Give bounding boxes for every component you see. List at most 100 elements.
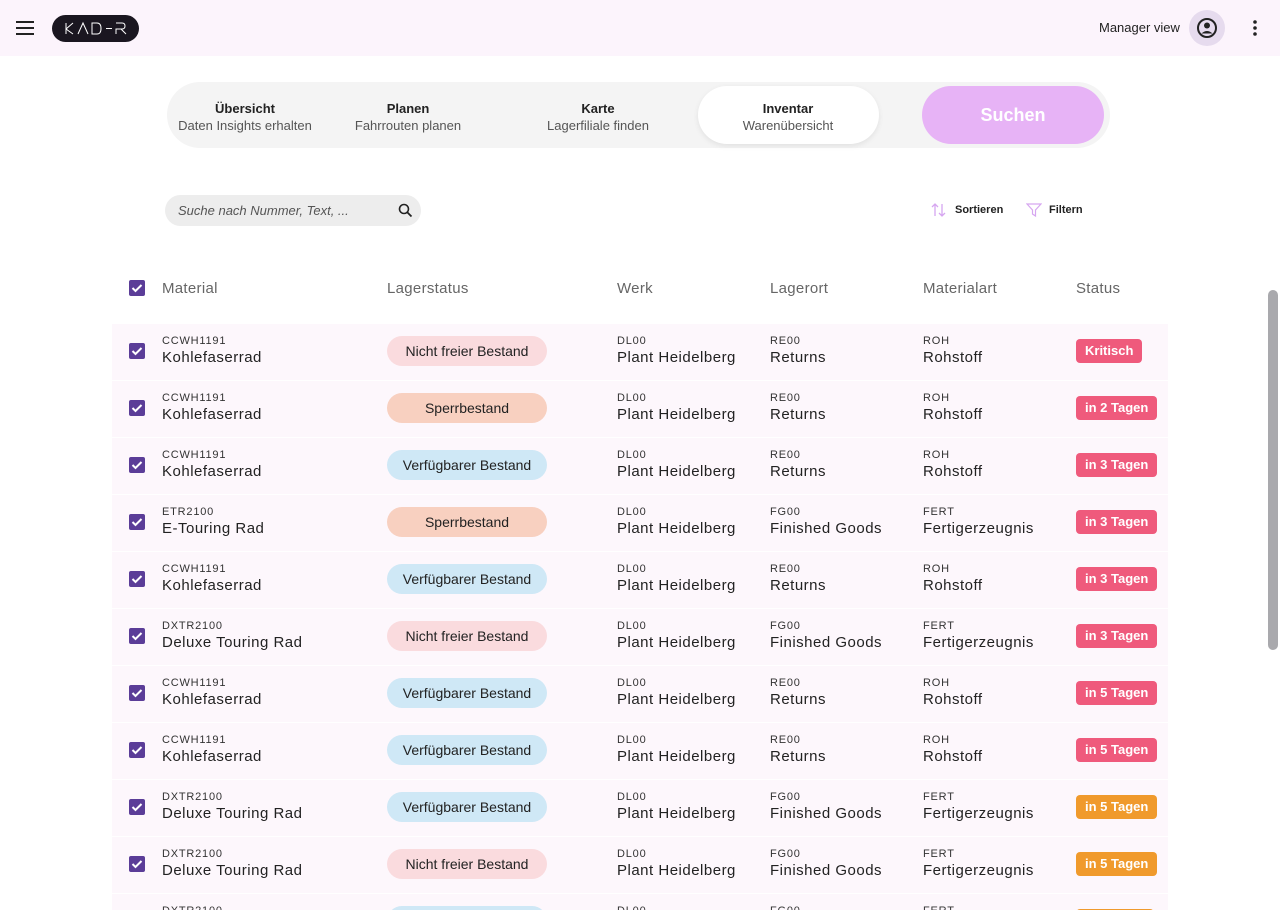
tab-subtitle: Fahrrouten planen xyxy=(354,118,462,133)
table-row[interactable] xyxy=(112,381,1168,437)
checkbox[interactable] xyxy=(129,280,145,296)
active-tab[interactable] xyxy=(698,86,879,144)
status-badge: in 3 Tagen xyxy=(1076,624,1158,648)
column-header[interactable]: Werk xyxy=(617,280,653,297)
column-header[interactable]: Materialart xyxy=(923,280,998,297)
status-badge: in 5 Tagen xyxy=(1076,738,1158,762)
checkbox[interactable] xyxy=(129,514,145,530)
filter-action[interactable]: Filtern xyxy=(1049,204,1083,216)
filter-icon[interactable] xyxy=(1026,202,1042,218)
cell-code: ROH xyxy=(923,335,950,347)
cell-code: ROH xyxy=(923,449,950,461)
scrollbar[interactable] xyxy=(1268,290,1278,650)
search-box[interactable] xyxy=(165,195,421,226)
stock-pill: Verfügbarer Bestand xyxy=(387,735,547,765)
cell-text: Fertigerzeugnis xyxy=(923,634,1034,651)
checkbox[interactable] xyxy=(129,856,145,872)
cell-text: Rohstoff xyxy=(923,577,983,594)
cell-code: DXTR2100 xyxy=(162,848,223,860)
cell-text: Kohlefaserrad xyxy=(162,349,262,366)
tab-title[interactable]: Planen xyxy=(386,101,430,116)
status-badge: in 3 Tagen xyxy=(1076,510,1158,534)
cell-code: CCWH1191 xyxy=(162,734,227,746)
table-row[interactable] xyxy=(112,894,1168,910)
cell-code: DXTR2100 xyxy=(162,905,223,910)
checkbox[interactable] xyxy=(129,628,145,644)
tab-title[interactable]: Übersicht xyxy=(215,101,275,116)
stock-pill: Sperrbestand xyxy=(387,507,547,537)
status-badge: in 3 Tagen xyxy=(1076,453,1158,477)
table-row[interactable] xyxy=(112,495,1168,551)
table-row[interactable] xyxy=(112,609,1168,665)
cell-code: RE00 xyxy=(770,563,801,575)
checkbox[interactable] xyxy=(129,571,145,587)
status-badge: in 2 Tagen xyxy=(1076,396,1158,420)
checkbox[interactable] xyxy=(129,685,145,701)
column-header[interactable]: Status xyxy=(1076,280,1121,297)
cell-text: Finished Goods xyxy=(770,805,883,822)
cell-text: Finished Goods xyxy=(770,862,883,879)
cell-text: Deluxe Touring Rad xyxy=(162,805,303,822)
manager-view[interactable]: Manager view xyxy=(1099,20,1180,35)
table-row[interactable] xyxy=(112,552,1168,608)
cell-text: Kohlefaserrad xyxy=(162,748,262,765)
cell-text: Fertigerzeugnis xyxy=(923,805,1034,822)
cell-text: Returns xyxy=(770,349,827,366)
checkbox[interactable] xyxy=(129,799,145,815)
cell-text: Plant Heidelberg xyxy=(617,520,736,537)
cell-text: Kohlefaserrad xyxy=(162,691,262,708)
stock-pill: Nicht freier Bestand xyxy=(387,621,547,651)
cell-text: Finished Goods xyxy=(770,634,883,651)
column-header[interactable]: Lagerort xyxy=(770,280,829,297)
cell-text: Plant Heidelberg xyxy=(617,691,736,708)
sort-action[interactable]: Sortieren xyxy=(955,204,1004,216)
more-icon[interactable] xyxy=(1250,18,1260,38)
stock-pill: Verfügbarer Bestand xyxy=(387,678,547,708)
tab-title[interactable]: Inventar xyxy=(762,101,814,116)
table-row[interactable] xyxy=(112,438,1168,494)
cell-text: Rohstoff xyxy=(923,463,983,480)
cell-text: Plant Heidelberg xyxy=(617,862,736,879)
checkbox[interactable] xyxy=(129,457,145,473)
search-icon[interactable] xyxy=(397,202,413,218)
table-row[interactable] xyxy=(112,723,1168,779)
cell-code: FG00 xyxy=(770,791,801,803)
checkbox[interactable] xyxy=(129,400,145,416)
cell-text: Rohstoff xyxy=(923,691,983,708)
status-badge: in 3 Tagen xyxy=(1076,567,1158,591)
stock-pill: Nicht freier Bestand xyxy=(387,336,547,366)
cell-text: Kohlefaserrad xyxy=(162,463,262,480)
tab-title[interactable]: Karte xyxy=(581,101,615,116)
column-header[interactable]: Lagerstatus xyxy=(387,280,469,297)
cell-code: CCWH1191 xyxy=(162,449,227,461)
cell-text: Fertigerzeugnis xyxy=(923,862,1034,879)
cell-code: DL00 xyxy=(617,563,647,575)
search-button[interactable]: Suchen xyxy=(922,86,1104,144)
cell-code: FERT xyxy=(923,848,955,860)
column-header[interactable]: Material xyxy=(162,280,218,297)
cell-text: Plant Heidelberg xyxy=(617,805,736,822)
cell-code: DL00 xyxy=(617,905,647,910)
cell-text: Fertigerzeugnis xyxy=(923,520,1034,537)
search-placeholder: Suche nach Nummer, Text, ... xyxy=(178,203,349,218)
cell-code: ROH xyxy=(923,563,950,575)
cell-text: Plant Heidelberg xyxy=(617,463,736,480)
sort-icon[interactable] xyxy=(930,202,948,218)
cell-code: ROH xyxy=(923,392,950,404)
cell-code: FERT xyxy=(923,506,955,518)
table-row[interactable] xyxy=(112,837,1168,893)
stock-pill: Verfügbarer Bestand xyxy=(387,792,547,822)
checkbox[interactable] xyxy=(129,343,145,359)
table-row[interactable] xyxy=(112,666,1168,722)
checkbox[interactable] xyxy=(129,742,145,758)
table-row[interactable] xyxy=(112,780,1168,836)
cell-code: DL00 xyxy=(617,449,647,461)
status-badge: in 5 Tagen xyxy=(1076,795,1158,819)
menu-icon[interactable] xyxy=(14,18,36,38)
table-row[interactable] xyxy=(112,324,1168,380)
logo[interactable] xyxy=(52,15,139,42)
cell-code: DXTR2100 xyxy=(162,791,223,803)
cell-text: Deluxe Touring Rad xyxy=(162,634,303,651)
avatar[interactable] xyxy=(1189,10,1225,46)
